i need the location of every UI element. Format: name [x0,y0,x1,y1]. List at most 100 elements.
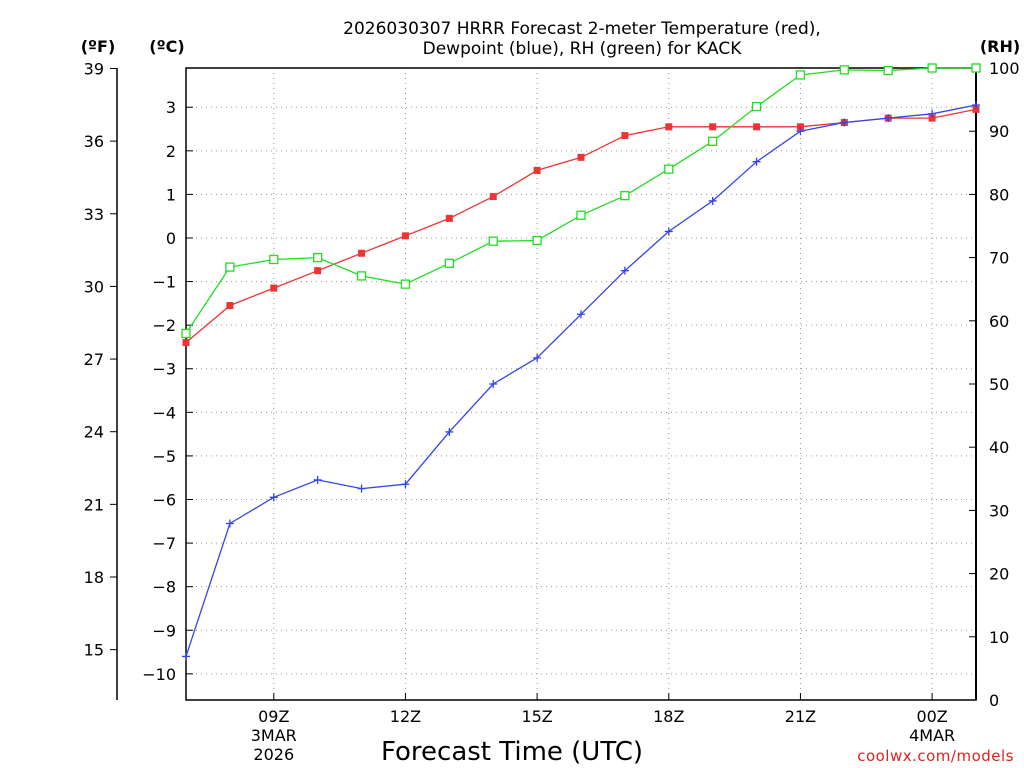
rh-tick-label: 70 [989,249,1009,268]
rh-point [620,191,630,201]
rh-tick-label: 100 [989,59,1020,78]
dewpoint-point [489,380,498,388]
temperature-point [226,302,234,310]
rh-point [269,254,279,265]
fahrenheit-tick-label: 15 [84,641,104,660]
x-tick-label: 00Z [916,707,947,726]
fahrenheit-tick-label: 18 [84,568,104,587]
temperature-point [270,284,278,292]
temperature-point [577,153,585,161]
rh-point [883,65,893,76]
temperature-point [314,267,322,275]
dewpoint-point [884,114,893,123]
dewpoint-point [664,227,673,236]
fahrenheit-tick-label: 36 [84,132,104,151]
x-tick-label: 4MAR [909,726,955,745]
series-dewpoint [182,101,980,661]
celsius-tick-label: −3 [152,360,176,379]
x-tick-label: 12Z [390,707,421,726]
rh-line [185,67,976,334]
plot-frame [185,67,977,701]
fahrenheit-tick-label: 21 [84,495,104,514]
celsius-tick-label: −2 [152,316,176,335]
celsius-tick-label: 3 [166,98,176,117]
dewpoint-point [445,427,454,436]
source-credit: coolwx.com/models [857,747,1014,765]
temperature-point [533,166,541,174]
rh-point [971,63,981,73]
rh-tick-label: 50 [989,375,1009,394]
dewpoint-line [185,104,977,657]
rh-point [488,236,498,246]
rh-tick-label: 10 [989,628,1009,647]
fahrenheit-tick-label: 33 [84,205,104,224]
celsius-tick-label: 0 [166,229,176,248]
rh-unit-label: (RH) [980,37,1020,56]
dewpoint-point [357,484,366,493]
celsius-unit-label: (ºC) [149,37,184,56]
rh-tick-label: 80 [989,185,1009,204]
x-tick-label: 09Z [258,707,289,726]
series-temperature [182,105,980,347]
rh-point [576,210,586,220]
celsius-tick-label: −5 [152,447,176,466]
dewpoint-point [972,101,980,110]
grid-lines [186,68,976,700]
dewpoint-point [225,519,234,528]
celsius-tick-label: −4 [152,403,176,422]
dewpoint-point [840,118,849,127]
rh-point [664,164,674,174]
temperature-point [182,339,190,347]
celsius-tick-label: 2 [166,142,176,161]
temperature-line [185,108,977,344]
dewpoint-point [313,475,322,484]
rh-point [839,65,849,75]
temperature-point [796,123,804,131]
celsius-tick-label: −1 [152,273,176,292]
celsius-tick-label: −8 [152,578,176,597]
series-rh [181,63,981,339]
rh-tick-label: 20 [989,565,1009,584]
series-layer [181,63,981,661]
x-tick-label: 18Z [653,707,684,726]
rh-point [751,101,762,112]
rh-point [444,258,454,268]
rh-point [708,136,718,146]
dewpoint-point [796,127,805,136]
temperature-point [665,123,673,131]
rh-tick-label: 90 [989,122,1009,141]
axis-ticks: 3210−1−2−3−4−5−6−7−8−9−10393633302724211… [84,59,1020,764]
rh-tick-label: 0 [989,691,999,710]
chart-title-line1: 2026030307 HRRR Forecast 2-meter Tempera… [343,19,821,39]
rh-tick-label: 60 [989,312,1009,331]
temperature-point [972,105,980,113]
x-tick-label: 2026 [253,745,294,764]
fahrenheit-unit-label: (ºF) [81,37,116,56]
x-tick-label: 3MAR [251,726,297,745]
x-axis-title: Forecast Time (UTC) [381,737,643,767]
fahrenheit-tick-label: 27 [84,350,104,369]
temperature-point [928,114,936,122]
temperature-point [621,132,629,140]
temperature-point [401,232,409,240]
rh-point [225,262,235,272]
temperature-point [709,123,717,131]
celsius-tick-label: −9 [152,621,176,640]
rh-point [927,63,937,73]
chart-title-line2: Dewpoint (blue), RH (green) for KACK [423,39,743,59]
dewpoint-point [269,493,278,502]
rh-point [400,279,411,289]
fahrenheit-tick-label: 30 [84,277,104,296]
dewpoint-point [401,480,410,489]
dewpoint-point [182,652,190,661]
x-tick-label: 21Z [785,707,816,726]
celsius-tick-label: −10 [142,665,176,684]
rh-point [356,271,367,281]
rh-tick-label: 40 [989,438,1009,457]
dewpoint-point [577,310,585,319]
fahrenheit-tick-label: 39 [84,59,104,78]
dewpoint-point [620,266,629,275]
temperature-point [445,214,453,222]
temperature-point [358,249,366,257]
rh-tick-label: 30 [989,501,1009,520]
